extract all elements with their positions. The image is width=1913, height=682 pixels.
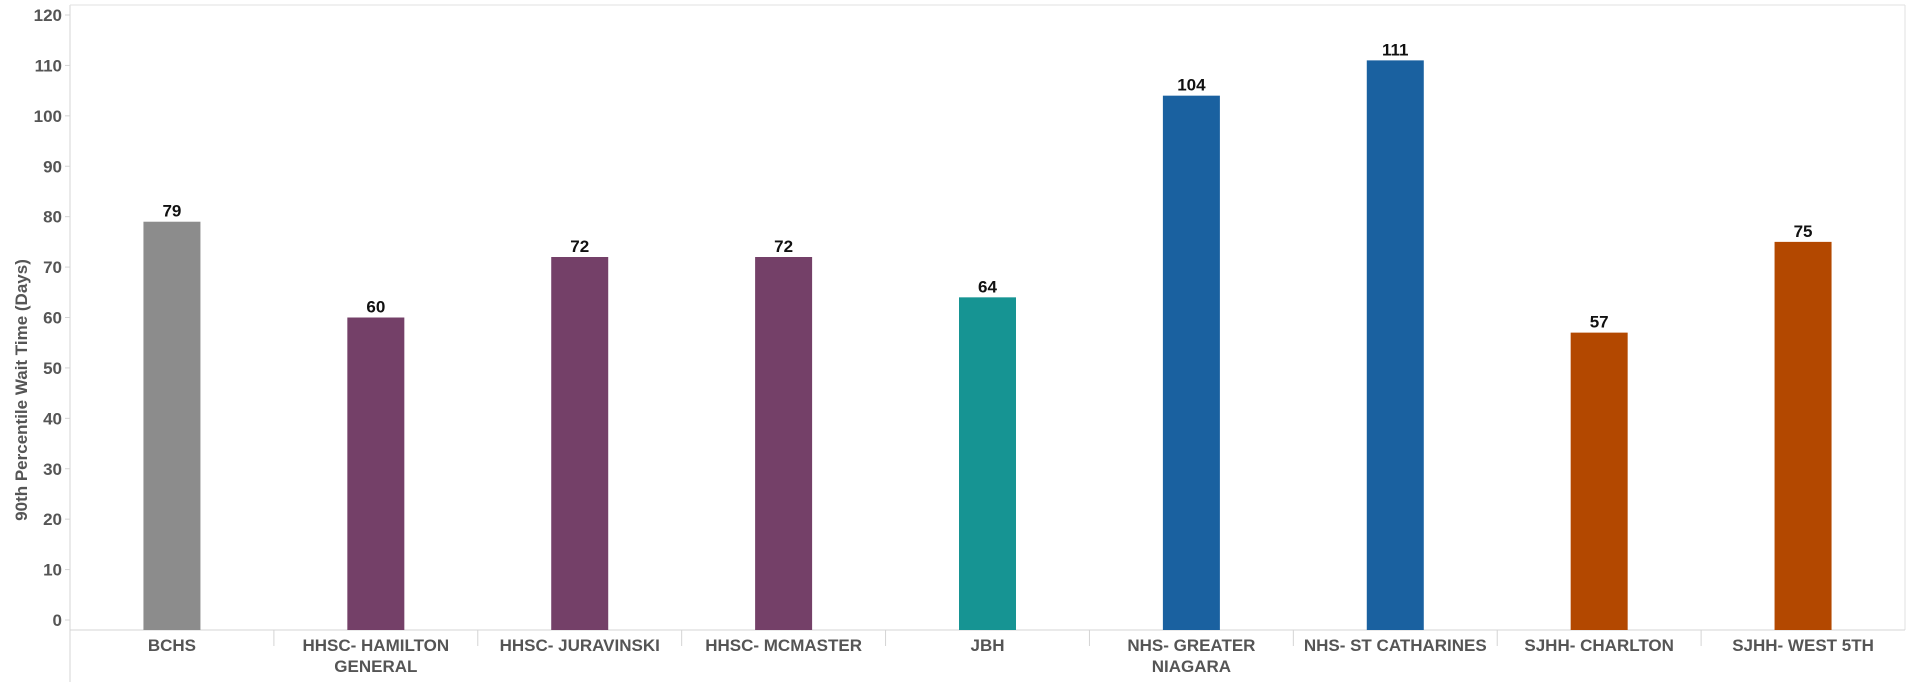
y-ticks: 0 10 20 30 40 50 60 70 80 90 100 110 120 — [34, 6, 70, 630]
bars — [143, 60, 1832, 631]
y-tick-label: 10 — [43, 561, 62, 580]
bar — [347, 317, 405, 630]
bar — [755, 257, 813, 630]
y-axis-title: 90th Percentile Wait Time (Days) — [12, 259, 31, 521]
bar — [551, 257, 609, 630]
x-category-label: HHSC- JURAVINSKI — [500, 636, 660, 655]
x-category-label: NIAGARA — [1152, 657, 1231, 676]
y-tick-label: 70 — [43, 258, 62, 277]
y-tick-label: 0 — [53, 611, 62, 630]
x-category-label: GENERAL — [334, 657, 417, 676]
bar — [143, 221, 201, 631]
y-tick-label: 50 — [43, 359, 62, 378]
x-category-label: SJHH- CHARLTON — [1524, 636, 1674, 655]
bar — [1162, 95, 1220, 630]
y-tick-label: 120 — [34, 6, 62, 25]
x-category-label: NHS- GREATER — [1127, 636, 1255, 655]
bar — [1570, 332, 1628, 630]
y-tick-label: 80 — [43, 208, 62, 227]
y-tick-label: 30 — [43, 460, 62, 479]
y-tick-label: 110 — [35, 56, 62, 75]
y-tick-label: 90 — [43, 157, 62, 176]
x-category-label: SJHH- WEST 5TH — [1732, 636, 1874, 655]
data-labels: 79 60 72 72 64 104 111 57 75 — [162, 40, 1812, 331]
bar-value-label: 60 — [366, 298, 385, 317]
bar-value-label: 104 — [1177, 76, 1206, 95]
y-tick-label: 100 — [34, 107, 62, 126]
bar-value-label: 79 — [162, 202, 181, 221]
bar — [1366, 60, 1424, 630]
y-tick-label: 40 — [43, 409, 62, 428]
category-labels: BCHS HHSC- HAMILTON GENERAL HHSC- JURAVINSK… — [148, 636, 1874, 676]
bar-value-label: 72 — [774, 237, 793, 256]
x-category-label: BCHS — [148, 636, 196, 655]
x-category-label: HHSC- HAMILTON — [302, 636, 449, 655]
bar-value-label: 75 — [1794, 222, 1813, 241]
bar — [1774, 241, 1832, 630]
bar-value-label: 57 — [1590, 313, 1609, 332]
x-category-label: HHSC- MCMASTER — [705, 636, 862, 655]
bar-value-label: 72 — [570, 237, 589, 256]
bar-value-label: 64 — [978, 277, 997, 296]
bar — [959, 297, 1016, 630]
y-tick-label: 60 — [43, 309, 62, 328]
x-category-label: NHS- ST CATHARINES — [1304, 636, 1487, 655]
y-tick-label: 20 — [43, 510, 62, 529]
bar-value-label: 111 — [1382, 40, 1409, 59]
x-category-label: JBH — [970, 636, 1004, 655]
